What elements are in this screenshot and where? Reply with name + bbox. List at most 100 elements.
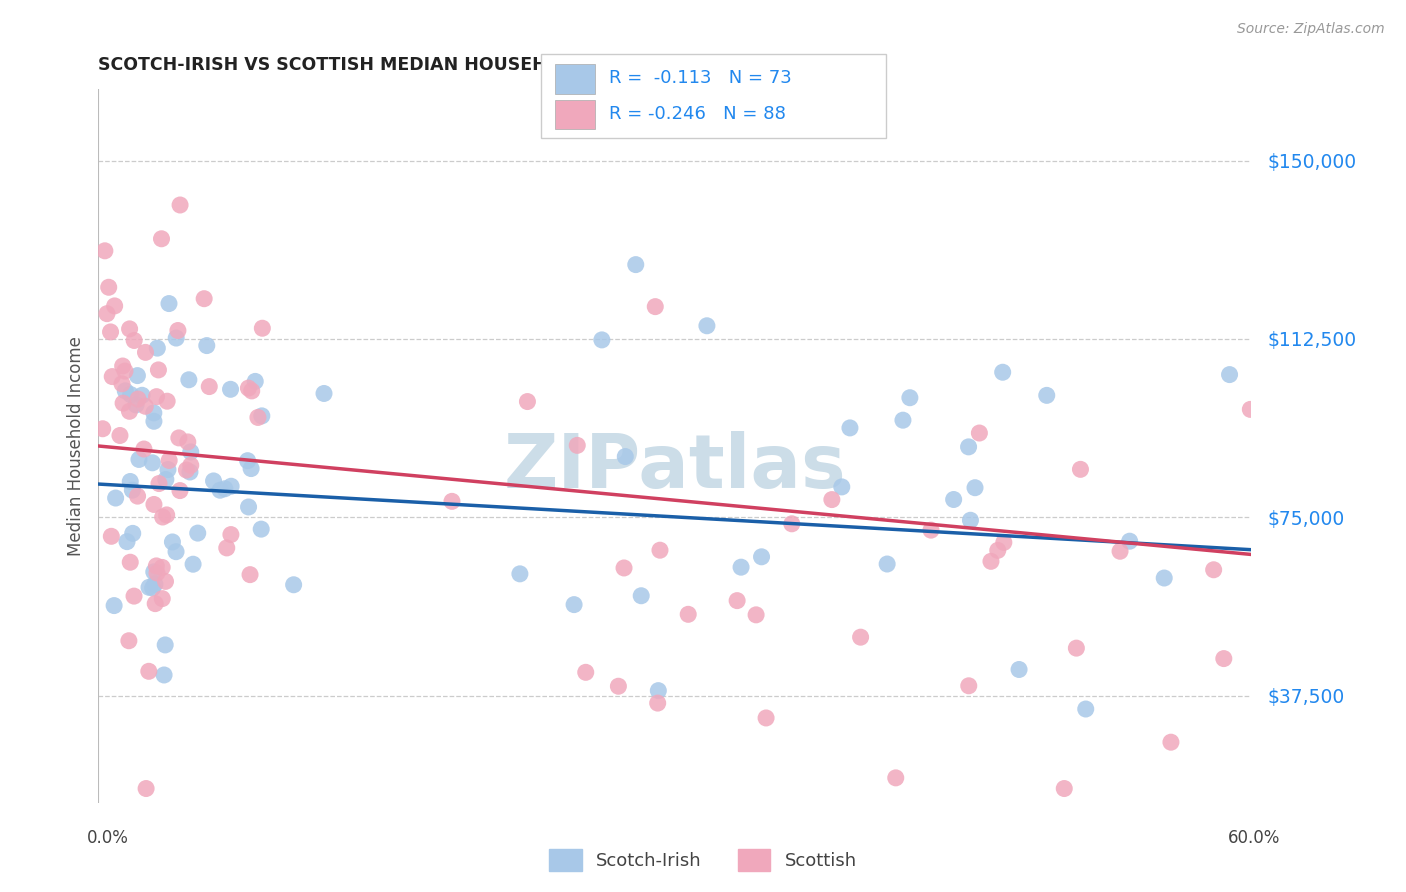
Point bbox=[97, 280, 120, 294]
Point bbox=[1202, 563, 1225, 577]
Point bbox=[969, 425, 991, 440]
Point bbox=[128, 452, 150, 467]
Text: 0.0%: 0.0% bbox=[87, 829, 129, 847]
Point bbox=[167, 324, 190, 338]
Point bbox=[1066, 641, 1088, 656]
Point bbox=[152, 510, 174, 524]
Point bbox=[167, 431, 190, 445]
Point bbox=[238, 381, 260, 395]
Point bbox=[146, 566, 169, 580]
Point bbox=[920, 523, 942, 537]
Point bbox=[236, 453, 259, 467]
Point bbox=[624, 258, 647, 272]
Point bbox=[148, 363, 170, 377]
Point bbox=[120, 387, 142, 401]
Point bbox=[849, 630, 872, 644]
Point bbox=[745, 607, 768, 622]
Point bbox=[1239, 402, 1261, 417]
Point bbox=[122, 589, 145, 603]
Point bbox=[142, 414, 165, 428]
Point bbox=[153, 638, 176, 652]
Point bbox=[157, 296, 180, 310]
Point bbox=[114, 384, 136, 398]
Point bbox=[148, 476, 170, 491]
Point bbox=[246, 410, 269, 425]
Point bbox=[127, 392, 149, 406]
Point bbox=[94, 244, 117, 258]
Text: R =  -0.113   N = 73: R = -0.113 N = 73 bbox=[609, 70, 792, 87]
Point bbox=[100, 529, 122, 543]
Point bbox=[1160, 735, 1182, 749]
Point bbox=[891, 413, 914, 427]
Point bbox=[91, 422, 114, 436]
Point bbox=[240, 461, 263, 475]
Point bbox=[135, 781, 157, 796]
Point bbox=[198, 379, 221, 393]
Point bbox=[104, 299, 127, 313]
Point bbox=[250, 522, 273, 536]
Point bbox=[591, 333, 613, 347]
Point bbox=[162, 535, 184, 549]
Point bbox=[283, 578, 305, 592]
Point bbox=[104, 491, 127, 505]
Point bbox=[179, 465, 201, 479]
Point bbox=[142, 565, 165, 579]
Point bbox=[156, 462, 179, 476]
Point bbox=[111, 359, 134, 373]
Point bbox=[647, 683, 669, 698]
Point bbox=[118, 633, 141, 648]
Point bbox=[180, 445, 202, 459]
Y-axis label: Median Household Income: Median Household Income bbox=[66, 336, 84, 556]
Point bbox=[127, 489, 149, 503]
Point bbox=[195, 338, 218, 352]
Point bbox=[993, 535, 1015, 549]
Point bbox=[132, 442, 155, 456]
Point bbox=[141, 456, 163, 470]
Point bbox=[145, 558, 167, 573]
Point bbox=[957, 440, 980, 454]
Point bbox=[644, 300, 666, 314]
Point bbox=[1109, 544, 1132, 558]
Text: 60.0%: 60.0% bbox=[1227, 829, 1281, 847]
Point bbox=[121, 483, 143, 497]
Point bbox=[145, 390, 167, 404]
Point bbox=[111, 376, 134, 391]
Point bbox=[648, 543, 671, 558]
Point bbox=[876, 557, 898, 571]
Point bbox=[630, 589, 652, 603]
Point bbox=[219, 479, 242, 493]
Point bbox=[143, 577, 166, 591]
Point bbox=[250, 409, 273, 423]
Point bbox=[614, 450, 637, 464]
Point bbox=[647, 696, 669, 710]
Point bbox=[751, 549, 773, 564]
Point bbox=[1212, 651, 1234, 665]
Point bbox=[957, 679, 980, 693]
Point bbox=[209, 483, 232, 498]
Point bbox=[120, 555, 142, 569]
Point bbox=[187, 526, 209, 541]
Point bbox=[607, 679, 630, 693]
Point bbox=[676, 607, 699, 622]
Point bbox=[103, 599, 125, 613]
Point bbox=[138, 665, 160, 679]
Point bbox=[1219, 368, 1241, 382]
Point bbox=[127, 368, 149, 383]
Point bbox=[155, 574, 177, 589]
Point bbox=[238, 500, 260, 514]
Point bbox=[156, 394, 179, 409]
Point bbox=[239, 567, 262, 582]
Point bbox=[142, 498, 165, 512]
Point bbox=[959, 513, 981, 527]
Point bbox=[963, 481, 986, 495]
Point bbox=[245, 375, 267, 389]
Point bbox=[181, 558, 204, 572]
Text: Source: ZipAtlas.com: Source: ZipAtlas.com bbox=[1237, 22, 1385, 37]
Point bbox=[142, 581, 165, 595]
Point bbox=[155, 473, 177, 487]
Point bbox=[219, 527, 242, 541]
Point bbox=[165, 544, 187, 558]
Point bbox=[613, 561, 636, 575]
Point bbox=[177, 434, 200, 449]
Point bbox=[1074, 702, 1097, 716]
